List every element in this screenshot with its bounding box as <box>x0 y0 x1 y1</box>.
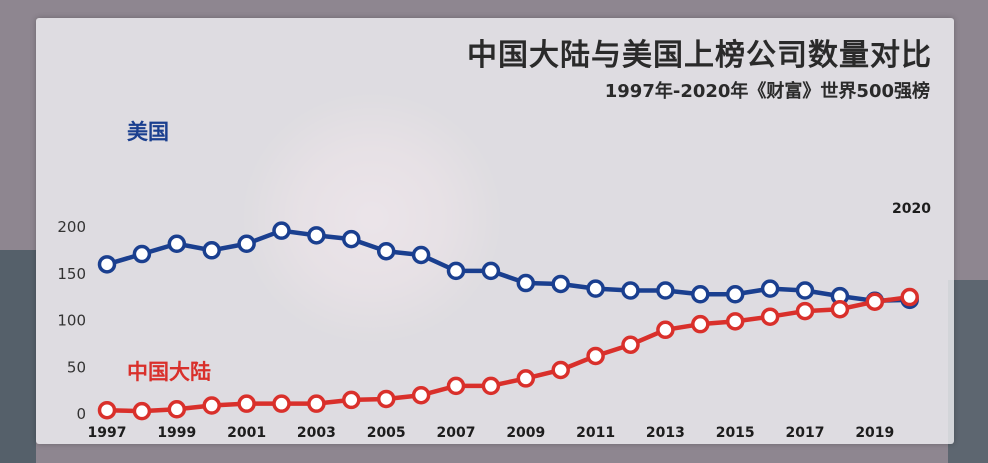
data-point <box>830 299 850 319</box>
data-point <box>97 255 117 274</box>
x-tick-label: 2017 <box>786 425 825 441</box>
data-point <box>97 400 117 420</box>
x-tick-label: 2011 <box>576 425 615 441</box>
data-point <box>551 360 570 380</box>
data-point <box>167 234 187 254</box>
data-point <box>760 307 780 326</box>
series-layer <box>97 221 919 421</box>
data-point <box>621 335 640 354</box>
data-point <box>516 273 536 293</box>
data-point <box>656 281 675 300</box>
data-point <box>621 281 640 300</box>
data-point <box>272 394 291 413</box>
x-tick-label: 2005 <box>367 425 406 441</box>
y-tick-label: 0 <box>76 405 86 423</box>
data-point <box>307 394 326 413</box>
data-point <box>586 346 605 366</box>
data-point <box>132 244 152 264</box>
background-building-right <box>948 280 988 463</box>
chart-subtitle: 1997年-2020年《财富》世界500强榜 <box>604 81 930 102</box>
data-point <box>516 369 536 388</box>
data-point <box>760 279 780 298</box>
data-point <box>725 285 745 304</box>
series-line-0 <box>106 228 910 304</box>
data-point <box>691 314 710 334</box>
data-point <box>481 376 501 396</box>
background-building-left <box>0 250 36 463</box>
data-point <box>795 301 815 321</box>
x-tick-label: 2015 <box>716 425 755 441</box>
data-point <box>237 234 256 254</box>
data-point <box>411 245 431 265</box>
y-tick-label: 100 <box>57 312 86 330</box>
x-tick-label: 2001 <box>227 425 266 441</box>
data-point <box>132 401 152 421</box>
y-tick-label: 150 <box>57 265 86 283</box>
chart-title: 中国大陆与美国上榜公司数量对比 <box>467 38 932 73</box>
end-year-label: 2020 <box>892 201 931 217</box>
data-point <box>446 376 466 396</box>
chart-card <box>36 18 954 444</box>
data-point <box>691 285 710 304</box>
data-point <box>202 396 221 415</box>
x-tick-label: 2013 <box>646 425 685 441</box>
data-point <box>202 241 221 260</box>
data-point <box>167 400 187 419</box>
data-point <box>481 261 501 281</box>
y-tick-label: 50 <box>67 358 86 376</box>
series-line-1 <box>106 294 910 414</box>
data-point <box>307 226 326 245</box>
x-tick-label: 1999 <box>157 425 196 441</box>
data-point <box>411 385 431 405</box>
axis-layer: 0 50 100 150 200 1997 1999 2001 2003 2005 2007 2009… <box>57 218 894 441</box>
data-point <box>342 229 361 249</box>
data-point <box>376 389 396 409</box>
data-point <box>551 274 570 294</box>
data-point <box>446 261 466 281</box>
y-tick-label: 200 <box>57 218 86 236</box>
x-tick-label: 2007 <box>437 425 476 441</box>
x-tick-label: 2019 <box>855 425 894 441</box>
data-point <box>237 394 256 413</box>
data-point <box>586 279 605 298</box>
x-tick-label: 1997 <box>88 425 127 441</box>
series-label-china: 中国大陆 <box>127 360 211 384</box>
data-point <box>272 221 291 240</box>
data-point <box>865 292 885 311</box>
x-tick-label: 2003 <box>297 425 336 441</box>
series-label-us: 美国 <box>127 120 169 144</box>
data-point <box>795 281 815 300</box>
data-point <box>656 320 675 340</box>
x-tick-label: 2009 <box>506 425 545 441</box>
data-point <box>725 312 745 331</box>
data-point <box>900 287 919 307</box>
data-point <box>376 241 396 261</box>
data-point <box>342 390 361 410</box>
